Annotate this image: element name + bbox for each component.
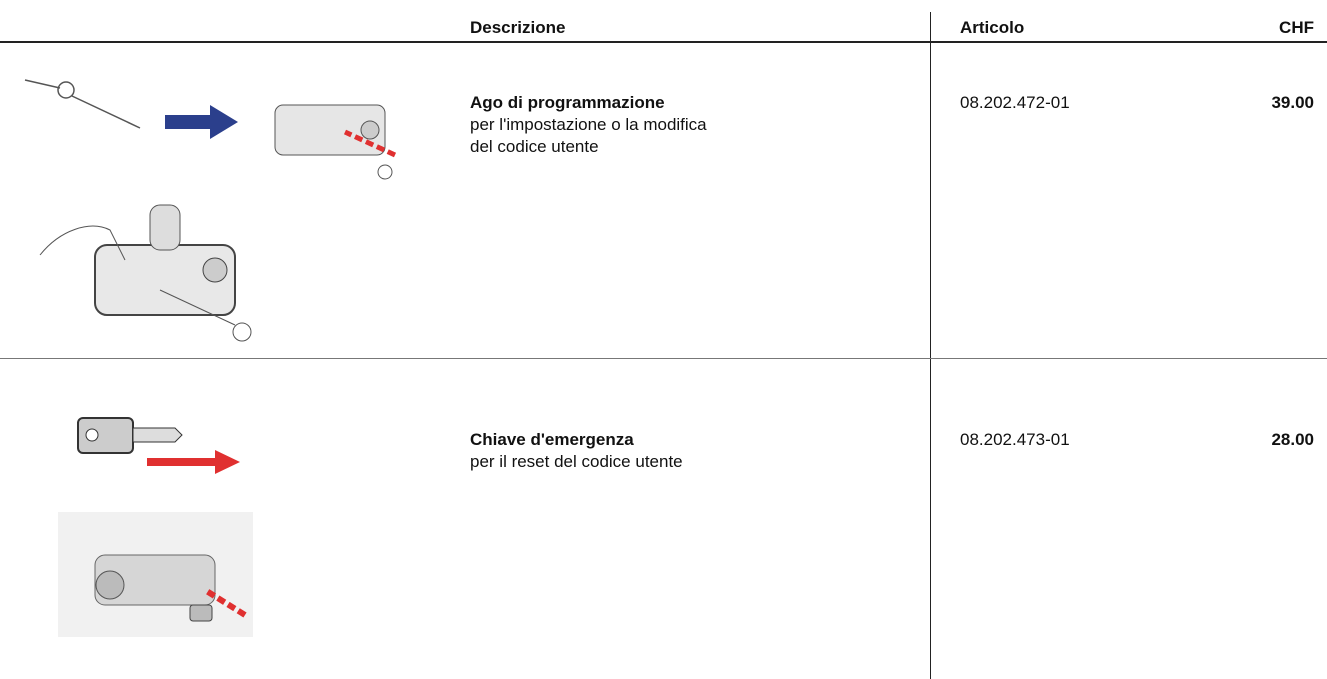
item-description: per il reset del codice utente	[470, 452, 683, 471]
price: 39.00	[1271, 93, 1314, 112]
column-divider	[930, 12, 931, 679]
header-rule	[0, 41, 1327, 43]
item-title: Ago di programmazione	[470, 93, 665, 112]
item-title: Chiave d'emergenza	[470, 430, 634, 449]
illustration-needle	[24, 79, 397, 342]
column-header: Articolo	[960, 18, 1025, 37]
article-number: 08.202.473-01	[960, 430, 1070, 449]
item-description: del codice utente	[470, 137, 599, 156]
illustration-key	[58, 417, 253, 637]
row-rule	[0, 358, 1327, 359]
article-number: 08.202.472-01	[960, 93, 1070, 112]
column-header: CHF	[1279, 18, 1314, 37]
price: 28.00	[1271, 430, 1314, 449]
item-description: per l'impostazione o la modifica	[470, 115, 707, 134]
column-header: Descrizione	[470, 18, 566, 37]
